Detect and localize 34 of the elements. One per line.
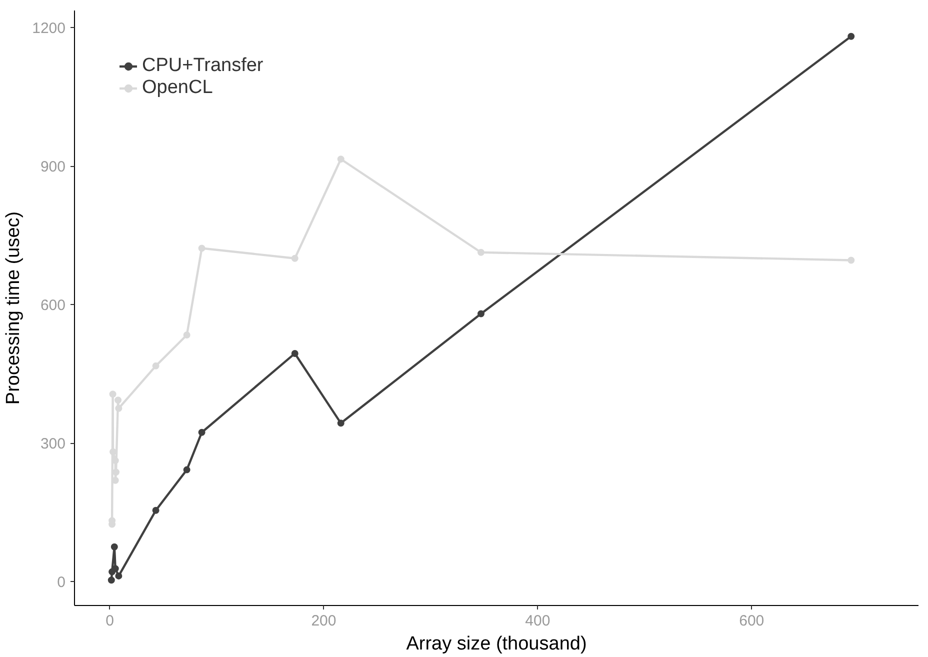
- point: [115, 572, 122, 580]
- point: [848, 256, 855, 264]
- point: [183, 332, 190, 338]
- x-tick-label: 600: [739, 612, 764, 630]
- point: [291, 254, 298, 262]
- legend-label: OpenCL: [142, 77, 213, 99]
- y-tick-label: 0: [57, 574, 66, 591]
- y-tick-label: 600: [40, 297, 66, 314]
- point: [115, 404, 122, 412]
- y-tick-label: 300: [40, 436, 66, 453]
- y-axis-title: Processing time (usec): [3, 211, 24, 405]
- y-tick-label: 900: [40, 158, 66, 176]
- point: [477, 310, 484, 318]
- legend-label: CPU+Transfer: [142, 55, 264, 77]
- point: [152, 362, 160, 370]
- point: [337, 420, 344, 427]
- x-axis-title: Array size (thousand): [406, 634, 587, 654]
- point: [291, 350, 298, 357]
- point: [198, 428, 206, 436]
- point: [112, 468, 120, 476]
- x-tick-label: 0: [106, 612, 114, 630]
- y-tick-label: 1200: [32, 20, 66, 38]
- point: [114, 396, 122, 404]
- point: [183, 466, 190, 474]
- point: [110, 543, 118, 550]
- point: [198, 244, 206, 252]
- point: [337, 156, 344, 163]
- point: [109, 390, 116, 398]
- point: [108, 576, 115, 584]
- x-tick-label: 200: [311, 612, 336, 630]
- x-tick-label: 400: [525, 612, 550, 630]
- point: [152, 506, 160, 514]
- point: [848, 32, 855, 40]
- point: [477, 248, 484, 256]
